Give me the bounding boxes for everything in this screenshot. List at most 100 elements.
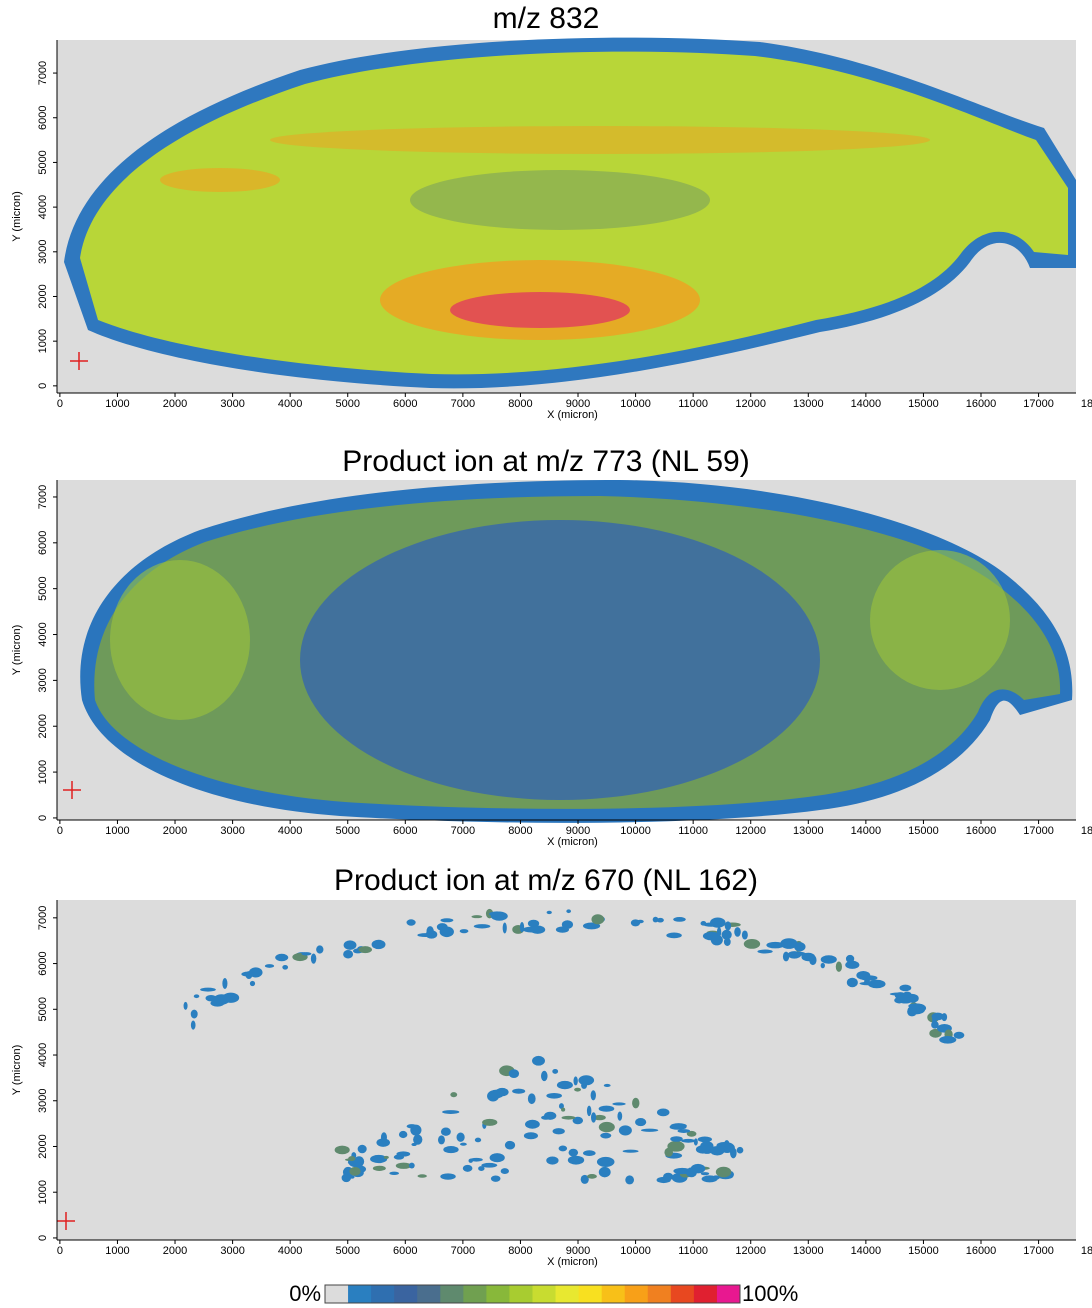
spot bbox=[730, 1147, 737, 1159]
panel-title: m/z 832 bbox=[493, 2, 600, 35]
spot bbox=[703, 922, 720, 927]
spot bbox=[845, 960, 860, 969]
spot bbox=[558, 1145, 568, 1152]
x-tick-label: 13000 bbox=[793, 1245, 824, 1257]
colorbar-swatch bbox=[348, 1285, 372, 1303]
spot bbox=[574, 1087, 581, 1092]
spot bbox=[782, 951, 790, 962]
spot bbox=[334, 1145, 350, 1155]
x-tick-label: 4000 bbox=[278, 1245, 302, 1257]
x-tick-label: 11000 bbox=[678, 825, 708, 837]
y-tick-label: 0 bbox=[37, 815, 49, 821]
spot bbox=[544, 1111, 557, 1120]
spot bbox=[953, 1031, 965, 1039]
spot bbox=[469, 1157, 483, 1162]
colorbar-swatch bbox=[486, 1285, 510, 1303]
x-tick-label: 1000 bbox=[105, 398, 129, 410]
spot bbox=[383, 1155, 389, 1159]
spot bbox=[617, 1111, 623, 1121]
spot bbox=[743, 939, 761, 949]
spot bbox=[541, 1070, 548, 1082]
spot bbox=[264, 964, 275, 968]
spot bbox=[734, 927, 741, 937]
spot bbox=[667, 1140, 685, 1152]
colorbar-swatch bbox=[555, 1285, 580, 1303]
high-region bbox=[110, 560, 250, 720]
spot bbox=[666, 932, 682, 939]
spot bbox=[525, 1119, 540, 1129]
spot bbox=[417, 1174, 427, 1178]
spot bbox=[519, 921, 525, 933]
spot bbox=[552, 1128, 565, 1135]
spot bbox=[846, 977, 858, 988]
spot bbox=[282, 964, 289, 970]
crosshair bbox=[63, 781, 81, 799]
spot bbox=[593, 1114, 606, 1121]
tissue-layer bbox=[57, 37, 1076, 1240]
spot bbox=[343, 940, 357, 950]
spot bbox=[532, 1055, 545, 1066]
y-tick-label: 1000 bbox=[37, 329, 49, 353]
low-region bbox=[300, 520, 820, 800]
y-tick-label: 2000 bbox=[37, 284, 49, 308]
spot bbox=[450, 1092, 458, 1098]
y-tick-label: 6000 bbox=[37, 951, 49, 975]
spot bbox=[241, 971, 255, 977]
colorbar-swatch bbox=[624, 1285, 649, 1303]
x-tick-label: 18000 bbox=[1081, 1245, 1092, 1257]
spot bbox=[213, 994, 230, 1005]
spot bbox=[546, 1156, 559, 1165]
x-tick-label: 18000 bbox=[1081, 825, 1092, 837]
x-tick-label: 14000 bbox=[851, 1245, 882, 1257]
spot bbox=[408, 1162, 415, 1169]
panel-title: Product ion at m/z 773 (NL 59) bbox=[342, 445, 749, 478]
spot bbox=[724, 921, 732, 931]
x-tick-label: 0 bbox=[57, 398, 63, 410]
y-tick-label: 6000 bbox=[37, 106, 49, 130]
spot bbox=[598, 1105, 615, 1112]
spot bbox=[555, 926, 569, 933]
y-tick-label: 5000 bbox=[37, 150, 49, 174]
x-tick-label: 8000 bbox=[508, 398, 532, 410]
spot bbox=[561, 1107, 566, 1112]
x-tick-label: 0 bbox=[57, 1245, 63, 1257]
x-tick-label: 16000 bbox=[966, 825, 997, 837]
spot bbox=[508, 1069, 520, 1079]
spot bbox=[393, 1154, 405, 1160]
spot bbox=[481, 1162, 498, 1168]
y-tick-label: 1000 bbox=[37, 1180, 49, 1204]
colorbar-swatch bbox=[325, 1285, 349, 1303]
spot bbox=[341, 1173, 352, 1183]
spot bbox=[580, 1174, 589, 1184]
spot bbox=[587, 1174, 597, 1179]
spot bbox=[721, 929, 732, 940]
spot bbox=[700, 1172, 710, 1176]
spot bbox=[500, 1168, 509, 1175]
spot bbox=[656, 1176, 671, 1184]
hotspot bbox=[450, 292, 630, 328]
x-tick-label: 15000 bbox=[908, 825, 939, 837]
x-tick-label: 1000 bbox=[105, 825, 129, 837]
spot bbox=[681, 1138, 696, 1143]
spot bbox=[437, 1135, 445, 1145]
spot bbox=[523, 1132, 538, 1140]
x-tick-label: 18000 bbox=[1081, 398, 1092, 410]
spot bbox=[586, 1105, 592, 1117]
spot bbox=[527, 919, 540, 928]
spot bbox=[677, 1129, 691, 1133]
y-tick-label: 1000 bbox=[37, 760, 49, 784]
x-tick-label: 13000 bbox=[793, 398, 824, 410]
spot bbox=[357, 1144, 367, 1154]
spot bbox=[578, 1075, 595, 1086]
spot bbox=[406, 919, 416, 926]
spot bbox=[686, 1130, 697, 1137]
y-tick-label: 0 bbox=[37, 1235, 49, 1241]
spot bbox=[591, 914, 605, 925]
spot bbox=[608, 1159, 613, 1163]
spot bbox=[710, 1145, 725, 1156]
colorbar-swatch bbox=[716, 1285, 741, 1303]
spot bbox=[440, 918, 454, 923]
x-tick-label: 16000 bbox=[966, 1245, 997, 1257]
spot bbox=[603, 1083, 611, 1088]
spot bbox=[389, 1171, 399, 1175]
